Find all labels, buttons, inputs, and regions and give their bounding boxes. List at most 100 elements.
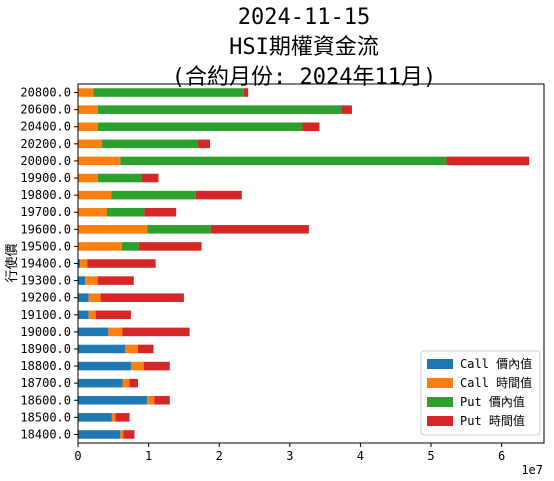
bar-19300.0-series-3	[97, 276, 134, 285]
x-tick-label: 5	[427, 449, 434, 463]
bar-18900.0-series-1	[125, 344, 139, 354]
y-tick-label: 18400.0	[20, 427, 71, 441]
bar-19200.0-series-1	[88, 293, 101, 302]
bar-19900.0-series-3	[141, 173, 159, 183]
bar-20000.0-series-3	[446, 156, 530, 166]
bar-19300.0-series-1	[85, 276, 98, 285]
x-tick-label: 2	[216, 449, 223, 463]
bar-20200.0-series-3	[197, 139, 211, 149]
bar-18900.0-series-0	[78, 344, 126, 354]
y-tick-label: 19900.0	[20, 171, 71, 185]
y-tick-label: 20400.0	[20, 120, 71, 134]
bar-18500.0-series-0	[78, 413, 112, 422]
bar-20200.0-series-1	[78, 139, 103, 149]
x-tick-label: 6	[498, 449, 505, 463]
bar-19900.0-series-2	[97, 173, 142, 183]
bar-19400.0-series-3	[87, 259, 156, 268]
bar-19500.0-series-3	[138, 242, 202, 251]
bar-18400.0-series-3	[123, 430, 135, 439]
bar-19300.0-series-0	[78, 276, 86, 285]
bar-19200.0-series-0	[78, 293, 89, 302]
y-tick-label: 20000.0	[20, 154, 71, 168]
bar-20600.0-series-1	[78, 105, 98, 114]
y-tick-label: 19000.0	[20, 325, 71, 339]
bar-19400.0-series-1	[80, 259, 88, 268]
y-tick-label: 19200.0	[20, 291, 71, 305]
legend-swatch-1	[427, 378, 453, 388]
bar-19800.0-series-1	[78, 190, 112, 200]
y-tick-label: 19300.0	[20, 274, 71, 288]
bar-20200.0-series-2	[102, 139, 198, 149]
bar-18500.0-series-1	[111, 413, 116, 422]
bar-19400.0-series-0	[78, 259, 81, 268]
y-tick-label: 19400.0	[20, 257, 71, 271]
y-tick-label: 18500.0	[20, 410, 71, 424]
bar-18400.0-series-1	[120, 430, 124, 439]
bar-20400.0-series-3	[302, 122, 320, 132]
x-offset-label: 1e7	[521, 463, 543, 477]
bar-20000.0-series-1	[78, 156, 121, 166]
bar-19800.0-series-3	[195, 190, 242, 200]
bar-20800.0-series-2	[93, 88, 244, 97]
bar-20400.0-series-1	[78, 122, 98, 132]
bar-19000.0-series-3	[122, 327, 190, 337]
y-tick-label: 19100.0	[20, 308, 71, 322]
bar-19700.0-series-2	[106, 207, 145, 217]
bar-19500.0-series-1	[78, 242, 122, 251]
bar-20800.0-series-3	[243, 88, 249, 97]
bar-19600.0-series-2	[147, 225, 211, 234]
y-tick-label: 18800.0	[20, 359, 71, 373]
y-tick-label: 19500.0	[20, 239, 71, 253]
bar-20600.0-series-3	[341, 105, 352, 114]
bar-18400.0-series-0	[78, 430, 121, 439]
title-line-date: 2024-11-15	[238, 5, 370, 30]
bar-19100.0-series-1	[88, 310, 96, 320]
y-tick-label: 18700.0	[20, 376, 71, 390]
bar-18800.0-series-1	[130, 361, 144, 371]
x-tick-label: 0	[74, 449, 81, 463]
legend-label-3: Put 時間值	[460, 413, 525, 428]
bar-19100.0-series-3	[95, 310, 131, 320]
bar-18700.0-series-3	[129, 378, 139, 388]
legend: Call 價內值 Call 時間值 Put 價內值 Put 時間值	[420, 350, 541, 436]
legend-label-2: Put 價內值	[460, 394, 525, 409]
x-tick-label: 4	[357, 449, 364, 463]
bar-19000.0-series-0	[78, 327, 109, 337]
bar-19800.0-series-2	[111, 190, 196, 200]
bar-18600.0-series-1	[147, 395, 155, 405]
title-line-month: (合約月份: 2024年11月)	[172, 65, 436, 90]
bar-19000.0-series-1	[108, 327, 123, 337]
y-tick-label: 19600.0	[20, 222, 71, 236]
x-tick-label: 3	[286, 449, 293, 463]
legend-swatch-2	[427, 397, 453, 407]
bars-layer	[78, 88, 530, 439]
bar-19100.0-series-0	[78, 310, 89, 320]
bar-19700.0-series-1	[78, 207, 107, 217]
bar-20000.0-series-2	[120, 156, 447, 166]
y-tick-label: 20600.0	[20, 103, 71, 117]
chart-title: 2024-11-15 HSI期權資金流 (合約月份: 2024年11月)	[172, 5, 436, 90]
bar-19600.0-series-1	[78, 225, 148, 234]
bar-18900.0-series-3	[138, 344, 154, 354]
bar-19600.0-series-3	[210, 225, 309, 234]
y-tick-label: 18600.0	[20, 393, 71, 407]
y-tick-label: 19700.0	[20, 205, 71, 219]
bar-19500.0-series-2	[121, 242, 139, 251]
y-tick-label: 19800.0	[20, 188, 71, 202]
legend-box	[420, 350, 541, 436]
title-line-name: HSI期權資金流	[229, 35, 379, 60]
bar-18800.0-series-3	[143, 361, 170, 371]
legend-label-0: Call 價內值	[460, 356, 532, 371]
bar-19700.0-series-3	[144, 207, 177, 217]
bar-19200.0-series-3	[100, 293, 184, 302]
x-axis: 0 1 2 3 4 5 6	[74, 443, 505, 463]
y-axis-label: 行使價	[4, 243, 20, 282]
y-tick-label: 18900.0	[20, 342, 71, 356]
bar-18600.0-series-3	[154, 395, 170, 405]
y-axis: 18400.0 18500.0 18600.0 18700.0 18800.0 18900…	[20, 86, 78, 441]
legend-swatch-0	[427, 359, 453, 369]
bar-18600.0-series-0	[78, 395, 148, 405]
bar-18500.0-series-3	[115, 413, 130, 422]
legend-swatch-3	[427, 416, 453, 426]
